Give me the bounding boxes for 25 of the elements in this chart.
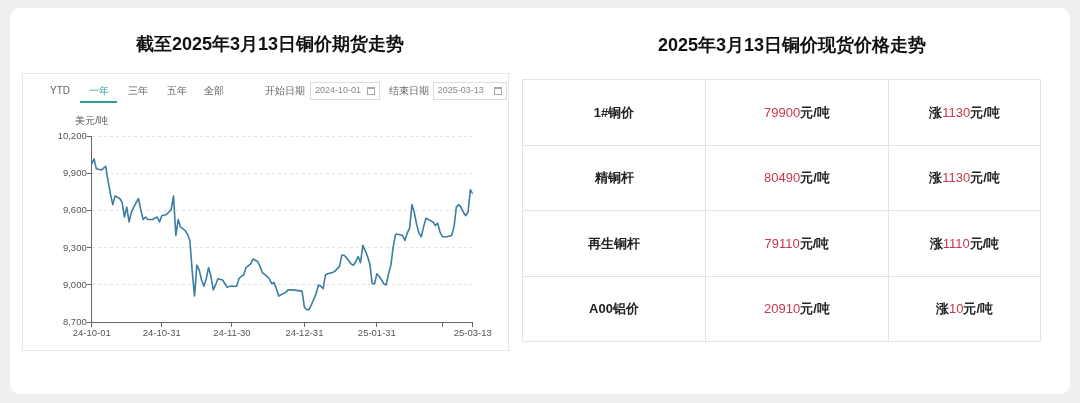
text: 一年 — [89, 84, 110, 97]
text: YTD — [50, 84, 70, 97]
text: 三年 — [128, 84, 149, 97]
text: 结束日期 — [389, 84, 429, 97]
text: 全部 — [204, 84, 224, 97]
x-tick-label: 24-11-30 — [213, 327, 251, 339]
text: 五年 — [166, 84, 187, 97]
x-tick-label: 24-10-01 — [72, 327, 111, 339]
x-tick-label: 25-01-31 — [357, 327, 396, 339]
y-tick-label: 9,600 — [62, 204, 87, 216]
y-tick-label: 8,700 — [62, 315, 87, 327]
table-grid: 1#铜价 79900元/吨 涨1130元/吨 精铜杆 80490元/吨 涨1130元/吨 再生铜杆 79110元/吨 涨1110元/吨 A00铝价 20910元/吨 涨10元/吨 — [522, 79, 1041, 342]
y-tick-label: 9,000 — [62, 278, 87, 290]
date-field: 2025-03-13 — [432, 81, 507, 100]
y-tick-label: 9,300 — [62, 241, 87, 253]
x-tick-label: 25-03-13 — [453, 327, 492, 339]
text: 开始日期 — [265, 84, 305, 97]
y-tick-label: 9,900 — [62, 167, 87, 179]
x-tick-label: 24-12-31 — [285, 327, 324, 339]
y-axis-title: 美元/吨 — [75, 115, 109, 127]
date-field: 2024-10-01 — [310, 81, 380, 100]
chart-title: 截至2025年3月13日铜价期货走势 — [134, 33, 405, 54]
text: 2025年3月13日铜价现货价格走势 — [657, 34, 927, 56]
x-tick-label: 24-10-31 — [142, 327, 181, 339]
y-tick-label: 10,200 — [57, 130, 87, 142]
